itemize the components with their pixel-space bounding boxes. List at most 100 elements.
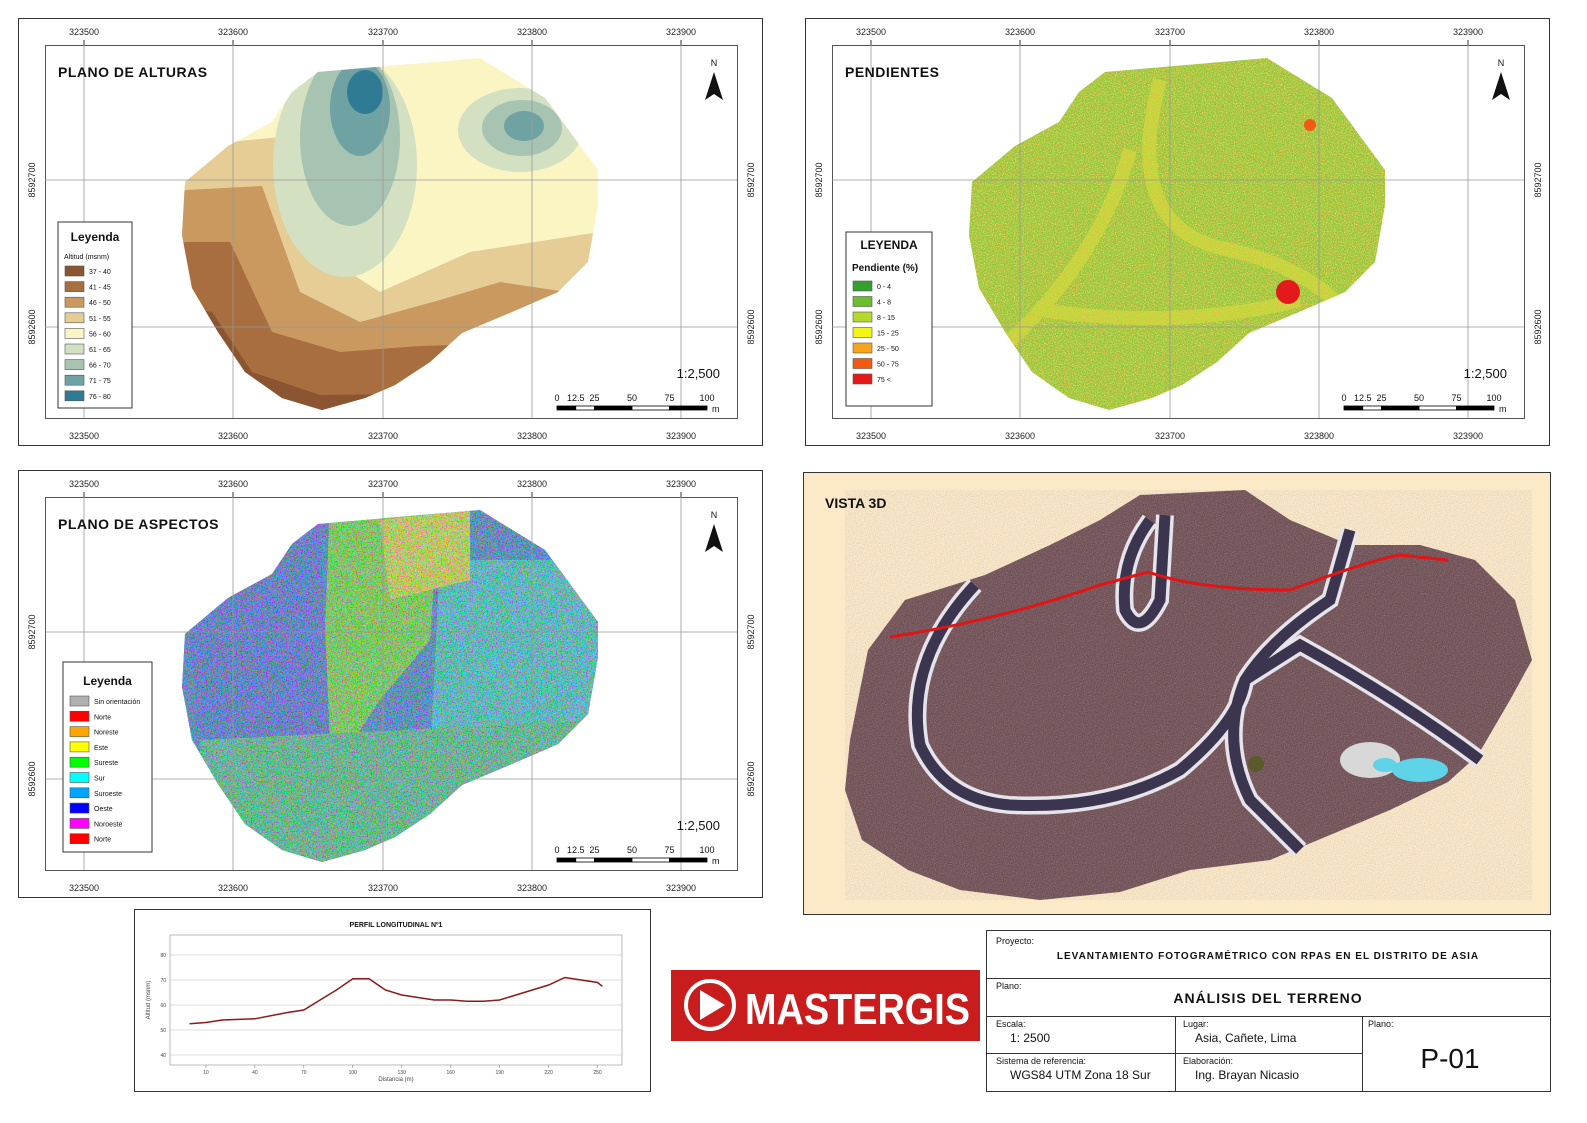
scalebar-segment xyxy=(594,405,633,411)
scalebar-unit: m xyxy=(712,856,720,866)
legend-swatch xyxy=(852,342,873,354)
legend-swatch xyxy=(64,312,85,324)
x-tick-label: 70 xyxy=(301,1070,307,1076)
north-label: N xyxy=(711,58,718,68)
legend-swatch xyxy=(69,802,90,814)
sheet-number: P-01 xyxy=(1420,1043,1479,1074)
legend-swatch xyxy=(69,787,90,799)
legend-label: 50 - 75 xyxy=(877,362,899,369)
scalebar-segment xyxy=(669,405,708,411)
legend-swatch xyxy=(69,710,90,722)
scalebar-label: 0 xyxy=(1341,393,1346,403)
field-value: Asia, Cañete, Lima xyxy=(1195,1031,1297,1045)
legend-swatch xyxy=(69,741,90,753)
coordinate-label: 323900 xyxy=(666,431,696,441)
scalebar-segment xyxy=(631,857,670,863)
x-tick-label: 190 xyxy=(495,1070,504,1076)
legend-swatch xyxy=(64,328,85,339)
scalebar-segment xyxy=(556,405,577,411)
legend-label: 61 - 65 xyxy=(89,347,111,354)
profile-title: PERFIL LONGITUDINAL Nº1 xyxy=(350,922,443,929)
legend-label: 25 - 50 xyxy=(877,346,899,353)
coordinate-label: 323800 xyxy=(517,883,547,893)
north-label: N xyxy=(1498,58,1505,68)
legend-subtitle: Pendiente (%) xyxy=(852,263,918,274)
coordinate-label: 323500 xyxy=(856,27,886,37)
scalebar-label: 75 xyxy=(1451,393,1461,403)
coordinate-label: 8592700 xyxy=(1533,162,1543,197)
coordinate-label: 323800 xyxy=(517,479,547,489)
map-title: PENDIENTES xyxy=(845,64,939,80)
field-value: Ing. Brayan Nicasio xyxy=(1195,1068,1299,1082)
legend-swatch xyxy=(69,726,90,737)
scalebar-label: 50 xyxy=(627,393,637,403)
legend-label: 76 - 80 xyxy=(89,394,111,401)
legend-swatch xyxy=(852,280,873,292)
title-block-text: Proyecto: LEVANTAMIENTO FOTOGRAMÉTRICO C… xyxy=(996,936,1480,1082)
legend-swatch xyxy=(64,390,85,402)
scalebar-label: 25 xyxy=(589,393,599,403)
coordinate-label: 323700 xyxy=(1155,27,1185,37)
scalebar-segment xyxy=(594,857,633,863)
legend-label: 66 - 70 xyxy=(89,363,111,370)
x-tick-label: 160 xyxy=(446,1070,455,1076)
scale-text: 1:2,500 xyxy=(677,818,720,833)
scalebar-label: 50 xyxy=(627,845,637,855)
scale-text: 1:2,500 xyxy=(677,366,720,381)
y-tick-label: 50 xyxy=(160,1028,166,1034)
scalebar-label: 75 xyxy=(664,393,674,403)
coordinate-label: 323500 xyxy=(856,431,886,441)
legend-label: Noreste xyxy=(94,730,119,737)
scale-text: 1:2,500 xyxy=(1464,366,1507,381)
legend-label: Este xyxy=(94,745,108,752)
coordinate-label: 323600 xyxy=(218,431,248,441)
coordinate-label: 323800 xyxy=(517,431,547,441)
coordinate-label: 323900 xyxy=(666,27,696,37)
coordinate-label: 323900 xyxy=(666,883,696,893)
legend-label: 8 - 15 xyxy=(877,315,895,322)
logo-text: MASTERGIS xyxy=(745,985,970,1034)
coordinate-label: 323600 xyxy=(1005,27,1035,37)
field-value: WGS84 UTM Zona 18 Sur xyxy=(1010,1068,1151,1082)
coordinate-label: 323800 xyxy=(517,27,547,37)
legend-label: 56 - 60 xyxy=(89,331,111,338)
scalebar-unit: m xyxy=(712,404,720,414)
field-label: Elaboración: xyxy=(1183,1056,1233,1066)
project-name: LEVANTAMIENTO FOTOGRAMÉTRICO CON RPAS EN… xyxy=(1057,949,1479,962)
view3d-title: VISTA 3D xyxy=(825,495,886,511)
legend-label: 15 - 25 xyxy=(877,331,899,338)
scalebar-label: 100 xyxy=(1486,393,1501,403)
field-label: Proyecto: xyxy=(996,936,1034,946)
scalebar-unit: m xyxy=(1499,404,1507,414)
profile-frame xyxy=(134,909,651,1092)
coordinate-label: 323600 xyxy=(218,27,248,37)
y-tick-label: 40 xyxy=(160,1053,166,1059)
coordinate-label: 8592700 xyxy=(746,614,756,649)
title-block xyxy=(986,930,1551,1092)
legend-label: 37 - 40 xyxy=(89,269,111,276)
legend-swatch xyxy=(64,265,85,277)
scalebar-segment xyxy=(1456,405,1495,411)
coordinate-label: 323500 xyxy=(69,883,99,893)
y-tick-label: 80 xyxy=(160,953,166,959)
legend-swatch xyxy=(69,695,90,707)
x-tick-label: 250 xyxy=(593,1070,602,1076)
legend-label: Oeste xyxy=(94,806,113,813)
field-label: Lugar: xyxy=(1183,1019,1209,1029)
legend-title: Leyenda xyxy=(71,230,120,244)
scalebar-segment xyxy=(1343,405,1364,411)
field-value: 1: 2500 xyxy=(1010,1031,1050,1045)
legend-title: LEYENDA xyxy=(860,238,918,252)
legend-swatch xyxy=(64,343,85,355)
map-title: PLANO DE ASPECTOS xyxy=(58,516,219,532)
scalebar-segment xyxy=(575,405,595,411)
coordinate-label: 323700 xyxy=(368,479,398,489)
coordinate-label: 8592700 xyxy=(27,162,37,197)
legend-label: 46 - 50 xyxy=(89,300,111,307)
legend-label: Sur xyxy=(94,776,106,783)
coordinate-label: 323900 xyxy=(1453,431,1483,441)
x-tick-label: 40 xyxy=(252,1070,258,1076)
coordinate-label: 323900 xyxy=(1453,27,1483,37)
